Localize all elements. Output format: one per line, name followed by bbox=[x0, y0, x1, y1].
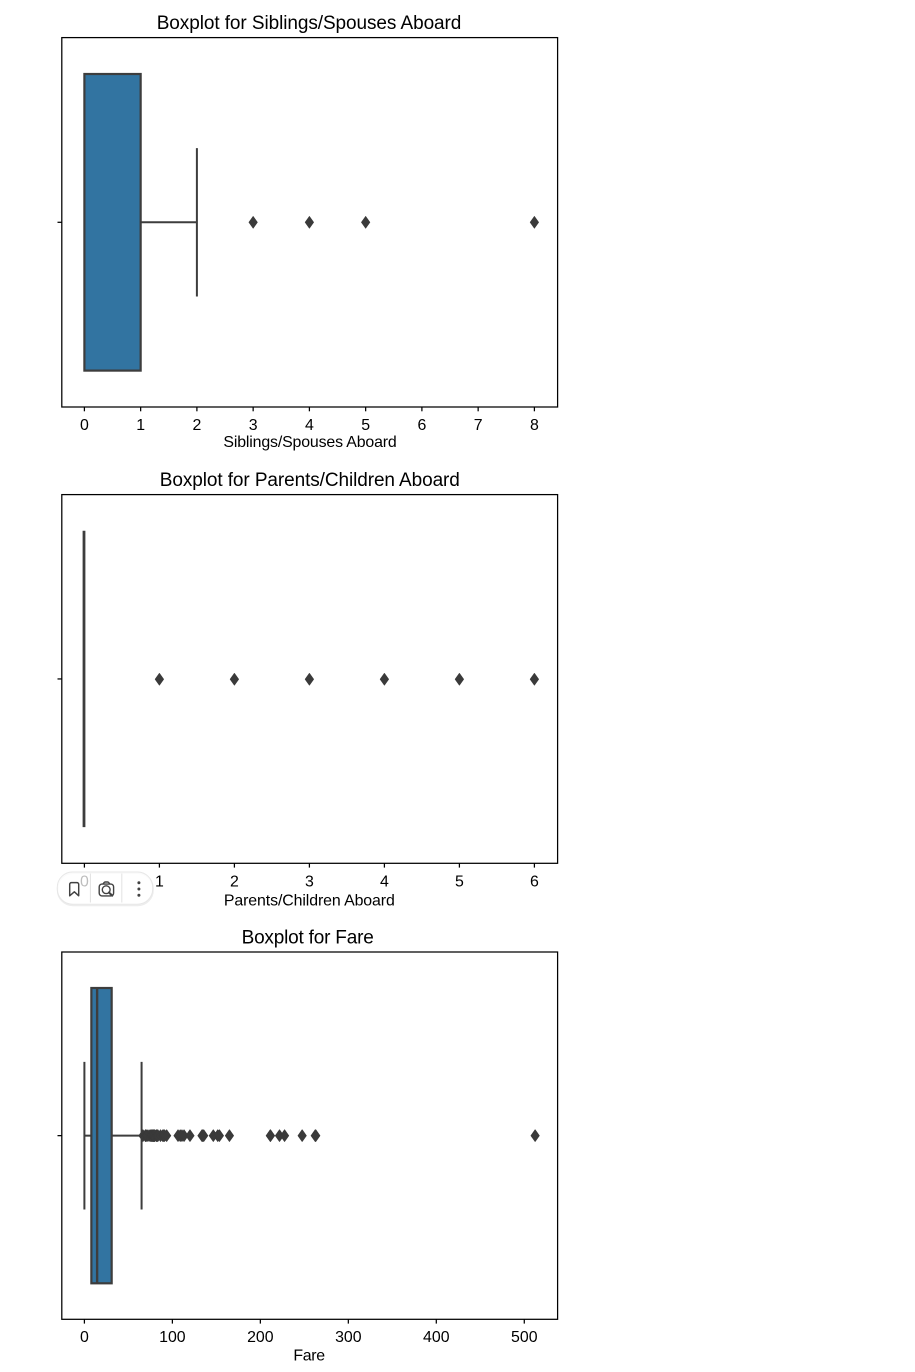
svg-text:4: 4 bbox=[380, 874, 389, 891]
svg-text:6: 6 bbox=[530, 874, 539, 891]
svg-text:7: 7 bbox=[474, 417, 483, 434]
svg-text:Boxplot for Siblings/Spouses A: Boxplot for Siblings/Spouses Aboard bbox=[157, 13, 462, 34]
svg-text:2: 2 bbox=[230, 874, 239, 891]
svg-text:5: 5 bbox=[361, 417, 370, 434]
svg-text:8: 8 bbox=[530, 417, 539, 434]
svg-text:6: 6 bbox=[417, 417, 426, 434]
svg-text:Boxplot for Parents/Children A: Boxplot for Parents/Children Aboard bbox=[160, 470, 460, 491]
svg-text:400: 400 bbox=[423, 1329, 450, 1346]
svg-text:2: 2 bbox=[192, 417, 201, 434]
svg-text:500: 500 bbox=[511, 1329, 538, 1346]
svg-text:1: 1 bbox=[155, 874, 164, 891]
svg-text:1: 1 bbox=[136, 417, 145, 434]
svg-text:Siblings/Spouses Aboard: Siblings/Spouses Aboard bbox=[223, 434, 396, 451]
svg-text:Boxplot for Fare: Boxplot for Fare bbox=[242, 928, 374, 949]
svg-text:200: 200 bbox=[247, 1329, 274, 1346]
svg-text:100: 100 bbox=[159, 1329, 186, 1346]
svg-text:0: 0 bbox=[80, 1329, 89, 1346]
svg-text:Parents/Children Aboard: Parents/Children Aboard bbox=[224, 892, 395, 909]
svg-text:Fare: Fare bbox=[293, 1348, 325, 1365]
svg-text:3: 3 bbox=[249, 417, 258, 434]
svg-text:5: 5 bbox=[455, 874, 464, 891]
svg-text:300: 300 bbox=[335, 1329, 362, 1346]
svg-text:4: 4 bbox=[305, 417, 314, 434]
svg-text:3: 3 bbox=[305, 874, 314, 891]
svg-text:0: 0 bbox=[80, 417, 89, 434]
